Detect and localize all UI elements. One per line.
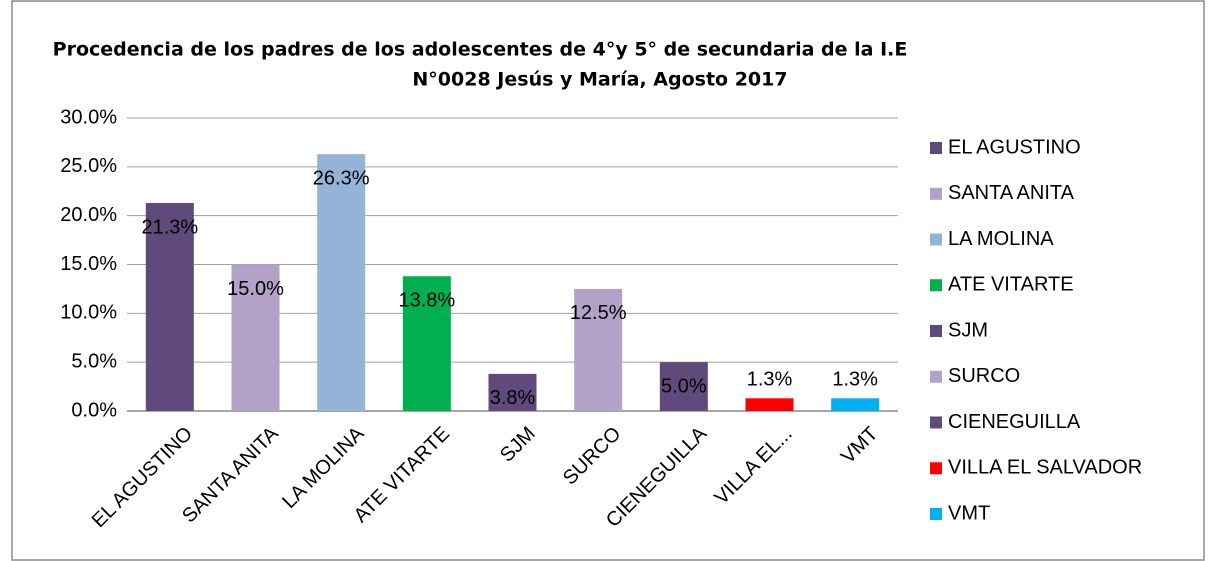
data-label: 1.3% xyxy=(832,369,878,391)
y-tick-label: 25.0% xyxy=(60,155,117,177)
legend-swatch xyxy=(930,416,942,429)
data-label: 1.3% xyxy=(747,369,793,391)
data-label: 12.5% xyxy=(570,302,627,324)
y-tick-label: 30.0% xyxy=(60,106,117,128)
bar xyxy=(145,202,194,411)
bar xyxy=(745,398,794,411)
legend-label: VILLA EL SALVADOR xyxy=(948,457,1142,479)
y-tick-label: 20.0% xyxy=(60,204,117,226)
y-tick-label: 0.0% xyxy=(71,399,117,421)
legend-swatch xyxy=(930,508,942,520)
chart-title: N°0028 Jesús y María, Agosto 2017 xyxy=(412,69,787,91)
legend-label: EL AGUSTINO xyxy=(948,136,1081,158)
y-tick-label: 10.0% xyxy=(60,302,117,324)
legend-label: CIENEGUILLA xyxy=(948,411,1081,433)
legend-swatch xyxy=(930,142,942,154)
bar xyxy=(831,398,880,411)
legend-swatch xyxy=(930,233,942,246)
legend-label: SJM xyxy=(948,319,988,341)
data-label: 3.8% xyxy=(490,387,536,409)
bar xyxy=(402,276,451,411)
legend-label: SANTA ANITA xyxy=(948,182,1075,204)
legend-swatch xyxy=(930,325,942,337)
data-label: 26.3% xyxy=(313,167,370,189)
legend-label: SURCO xyxy=(948,365,1020,387)
data-label: 13.8% xyxy=(398,290,455,312)
chart-title: Procedencia de los padres de los adolesc… xyxy=(53,39,908,61)
legend-swatch xyxy=(930,279,942,292)
y-tick-label: 15.0% xyxy=(60,253,117,275)
data-label: 5.0% xyxy=(661,375,707,397)
bar xyxy=(659,362,708,411)
legend-swatch xyxy=(930,370,942,383)
bar xyxy=(231,264,280,411)
chart-frame xyxy=(11,0,1205,561)
legend-swatch xyxy=(930,462,942,475)
legend-label: VMT xyxy=(948,502,990,524)
y-tick-label: 5.0% xyxy=(71,350,117,372)
legend-label: LA MOLINA xyxy=(948,228,1054,250)
bar xyxy=(488,373,537,411)
legend-label: ATE VITARTE xyxy=(948,274,1074,296)
data-label: 15.0% xyxy=(227,278,284,300)
bar xyxy=(317,154,366,412)
bar xyxy=(574,288,623,411)
data-label: 21.3% xyxy=(141,216,198,238)
legend-swatch xyxy=(930,187,942,200)
